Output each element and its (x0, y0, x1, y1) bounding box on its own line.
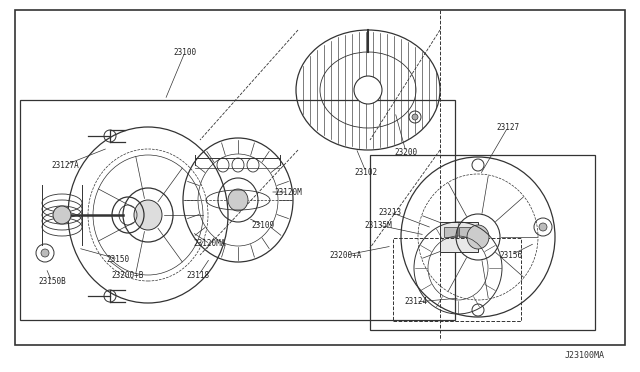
Text: 23120M: 23120M (274, 187, 302, 196)
Bar (440, 222, 478, 252)
Text: 23200+A: 23200+A (330, 250, 362, 260)
Bar (393, 238, 521, 321)
Text: 23127A: 23127A (51, 160, 79, 170)
Ellipse shape (539, 223, 547, 231)
Ellipse shape (467, 225, 489, 249)
Ellipse shape (412, 114, 418, 120)
Text: J23100MA: J23100MA (565, 350, 605, 359)
Ellipse shape (41, 249, 49, 257)
Bar (370, 155, 595, 330)
Text: 23213: 23213 (378, 208, 401, 217)
Ellipse shape (53, 206, 71, 224)
Text: 23200: 23200 (394, 148, 417, 157)
Ellipse shape (354, 76, 382, 104)
Ellipse shape (134, 200, 162, 230)
Ellipse shape (228, 189, 248, 211)
Text: 23109: 23109 (252, 221, 275, 230)
Text: 23150B: 23150B (38, 278, 66, 286)
Text: 23102: 23102 (355, 167, 378, 176)
Text: 23200+B: 23200+B (112, 270, 144, 279)
Bar (444, 227, 457, 237)
Text: 23100: 23100 (173, 48, 196, 57)
Text: 23120MA: 23120MA (194, 240, 226, 248)
Text: 23150: 23150 (106, 254, 129, 263)
Bar (459, 227, 472, 237)
Text: 23127: 23127 (497, 122, 520, 131)
Bar (20, 100, 455, 320)
Text: 23118: 23118 (186, 272, 209, 280)
Text: 23124: 23124 (404, 298, 428, 307)
Text: 23156: 23156 (499, 250, 523, 260)
Text: 23135M: 23135M (364, 221, 392, 230)
